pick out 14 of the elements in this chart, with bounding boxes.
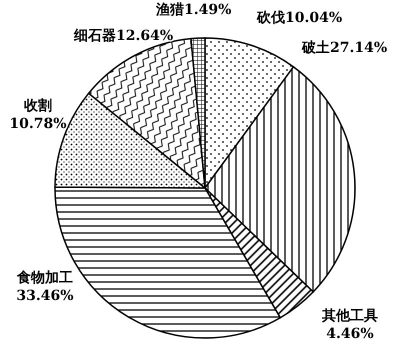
slice-label: 渔猎 xyxy=(155,2,184,18)
data-label: 10.78% xyxy=(9,116,67,132)
data-label: 10.04% xyxy=(285,10,342,26)
slice-label: 破土 xyxy=(301,40,330,56)
slice-label: 其他工具 xyxy=(321,308,378,324)
slice-label: 食物加工 xyxy=(16,270,73,286)
data-label: 4.46% xyxy=(326,326,374,342)
slice-label: 细石器 xyxy=(73,28,116,44)
slice-label: 收割 xyxy=(24,97,52,114)
data-label: 1.49% xyxy=(184,2,232,18)
data-label: 12.64% xyxy=(116,28,174,44)
slice-label: 砍伐 xyxy=(256,10,285,26)
data-label: 27.14% xyxy=(330,40,388,56)
data-label: 33.46% xyxy=(16,288,74,304)
